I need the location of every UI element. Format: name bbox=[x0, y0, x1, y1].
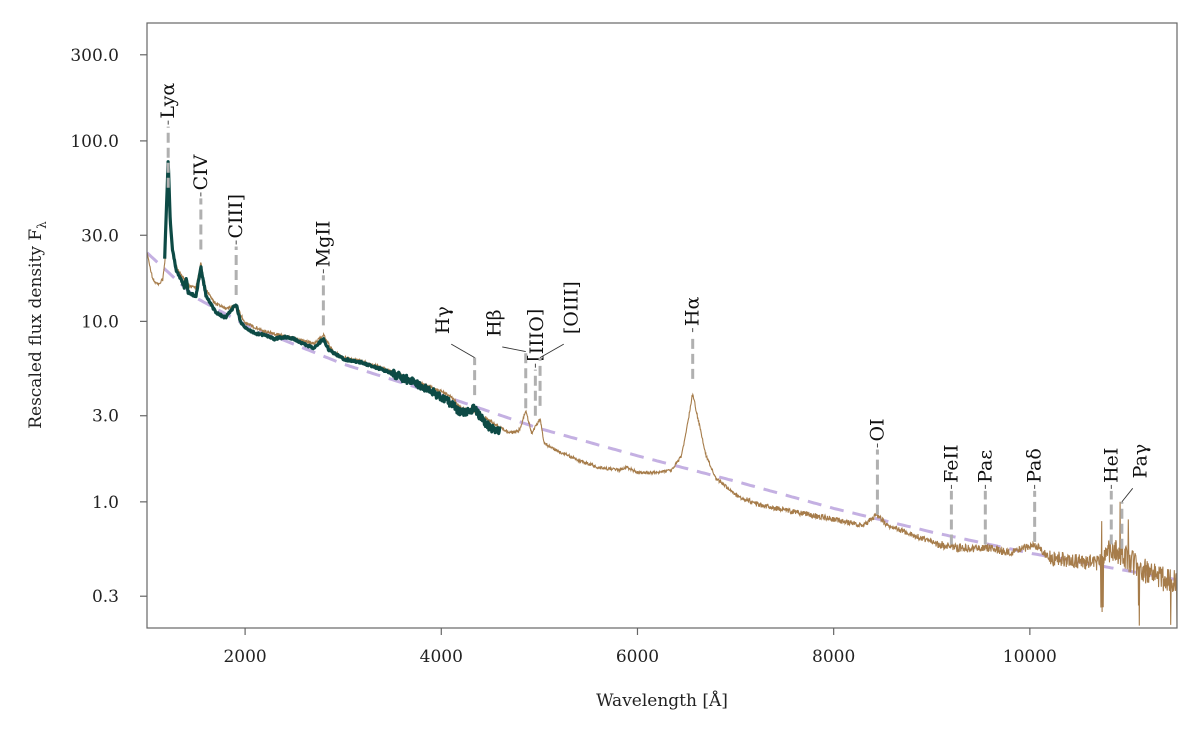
y-tick-label: 1.0 bbox=[92, 493, 119, 513]
plot-area bbox=[147, 160, 1177, 627]
line-label-hbeta: Hβ bbox=[483, 309, 505, 337]
line-label-lya: Lyα bbox=[157, 83, 179, 119]
plot-frame bbox=[146, 22, 1178, 629]
y-axis: 0.3 1.0 3.0 10.0 30.0 100.0 300.0 bbox=[70, 46, 147, 607]
line-label-hei: HeI bbox=[1100, 448, 1122, 483]
line-label-halpha: Hα bbox=[682, 297, 704, 327]
marker-leader-hgamma bbox=[451, 343, 475, 358]
series-power-law-continuum bbox=[147, 251, 1177, 582]
line-label-mgii: MgII bbox=[312, 221, 334, 268]
marker-leader-pagamma bbox=[1121, 488, 1134, 503]
line-label-pagamma: Paγ bbox=[1130, 444, 1152, 479]
series-uv-spectrum bbox=[163, 160, 502, 436]
plot-content: Lyα CIV CIII] MgII Hγ Hβ [OIII] [OIII] Hα OI FeII P… bbox=[147, 83, 1177, 627]
x-tick-label: 4000 bbox=[420, 647, 463, 667]
marker-leader-oiii5007 bbox=[539, 343, 564, 358]
y-tick-label: 300.0 bbox=[70, 46, 119, 66]
x-axis-title: Wavelength [Å] bbox=[596, 690, 728, 711]
line-label-oiii4959: [OIII] bbox=[524, 309, 546, 362]
line-label-oi: OI bbox=[866, 418, 888, 441]
series-full-spectrum bbox=[147, 176, 1177, 627]
marker-leader-hbeta bbox=[502, 346, 526, 353]
y-tick-label: 30.0 bbox=[81, 226, 119, 246]
y-tick-label: 100.0 bbox=[70, 132, 119, 152]
y-tick-label: 0.3 bbox=[92, 587, 119, 607]
x-tick-label: 10000 bbox=[1003, 647, 1057, 667]
line-label-ciii: CIII] bbox=[225, 194, 247, 238]
y-tick-label: 3.0 bbox=[92, 407, 119, 427]
x-tick-label: 8000 bbox=[812, 647, 855, 667]
x-tick-label: 2000 bbox=[223, 647, 266, 667]
x-axis: 2000 4000 6000 8000 10000 bbox=[223, 628, 1057, 667]
y-axis-title-subscript: λ bbox=[35, 221, 49, 229]
line-label-padelta: Paδ bbox=[1024, 448, 1046, 483]
line-label-civ: CIV bbox=[190, 154, 212, 190]
line-label-hgamma: Hγ bbox=[432, 306, 454, 334]
y-tick-label: 10.0 bbox=[81, 312, 119, 332]
line-label-oiii5007: [OIII] bbox=[561, 281, 583, 334]
line-label-paeps: Paε bbox=[974, 450, 996, 483]
x-tick-label: 6000 bbox=[616, 647, 659, 667]
line-label-feii: FeII bbox=[940, 444, 962, 482]
y-axis-title: Rescaled flux density Fλ bbox=[26, 221, 49, 429]
y-axis-title-main: Rescaled flux density F bbox=[26, 229, 46, 429]
